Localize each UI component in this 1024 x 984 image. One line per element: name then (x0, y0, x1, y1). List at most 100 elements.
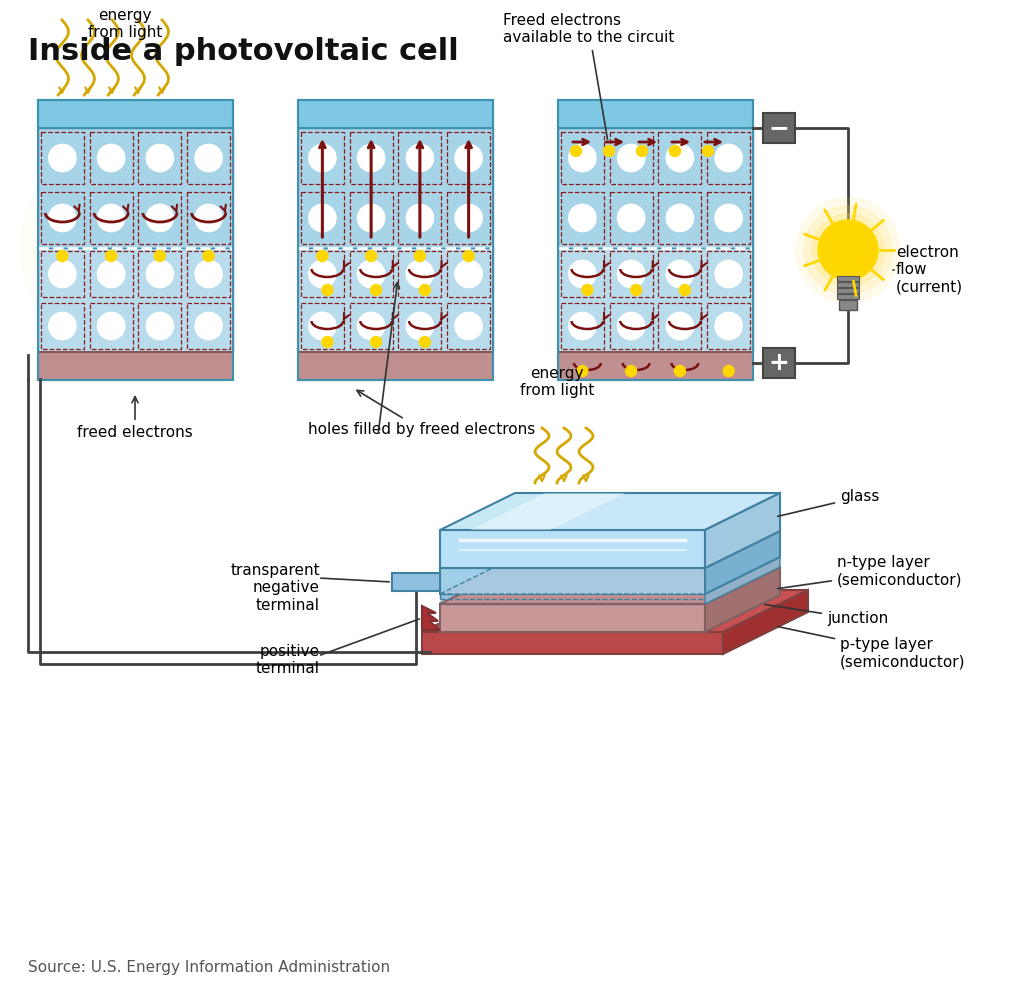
FancyBboxPatch shape (708, 132, 750, 184)
Text: energy
from light: energy from light (88, 8, 162, 40)
Bar (558, 128, 753, 248)
FancyBboxPatch shape (609, 303, 652, 349)
Text: energy
from light: energy from light (520, 366, 594, 398)
FancyBboxPatch shape (609, 132, 652, 184)
Circle shape (146, 261, 173, 287)
Polygon shape (470, 493, 625, 530)
Circle shape (796, 198, 900, 302)
Circle shape (667, 205, 693, 231)
Polygon shape (723, 590, 808, 654)
FancyBboxPatch shape (447, 192, 490, 244)
Circle shape (455, 261, 482, 287)
FancyBboxPatch shape (658, 303, 701, 349)
FancyBboxPatch shape (398, 132, 441, 184)
Text: glass: glass (777, 489, 880, 517)
FancyBboxPatch shape (561, 132, 604, 184)
Circle shape (455, 145, 482, 171)
FancyBboxPatch shape (708, 192, 750, 244)
Circle shape (715, 261, 742, 287)
Polygon shape (422, 632, 723, 654)
FancyBboxPatch shape (658, 192, 701, 244)
Polygon shape (705, 567, 780, 632)
Text: transparent
negative
terminal: transparent negative terminal (230, 563, 319, 613)
FancyBboxPatch shape (447, 303, 490, 349)
Bar (298, 128, 493, 248)
FancyBboxPatch shape (301, 132, 344, 184)
Circle shape (679, 284, 690, 295)
Bar (763, 113, 795, 143)
Circle shape (308, 145, 336, 171)
Polygon shape (440, 568, 705, 594)
FancyBboxPatch shape (447, 251, 490, 297)
Polygon shape (422, 590, 808, 632)
FancyBboxPatch shape (187, 251, 230, 297)
Bar (839, 300, 857, 310)
Polygon shape (440, 594, 705, 604)
Circle shape (420, 284, 430, 295)
Circle shape (322, 284, 333, 295)
Circle shape (146, 145, 173, 171)
FancyBboxPatch shape (708, 251, 750, 297)
Circle shape (203, 251, 214, 262)
Text: −: − (768, 116, 790, 140)
FancyBboxPatch shape (609, 251, 652, 297)
FancyBboxPatch shape (138, 132, 181, 184)
Circle shape (667, 145, 693, 171)
Text: Inside a photovoltaic cell: Inside a photovoltaic cell (28, 37, 459, 67)
Circle shape (715, 205, 742, 231)
Circle shape (308, 205, 336, 231)
Circle shape (617, 205, 645, 231)
Circle shape (617, 145, 645, 171)
Circle shape (582, 284, 593, 295)
Circle shape (49, 145, 76, 171)
Bar (558, 100, 753, 380)
Circle shape (33, 156, 217, 340)
Circle shape (675, 365, 685, 377)
Circle shape (455, 312, 482, 339)
FancyBboxPatch shape (41, 251, 84, 297)
FancyBboxPatch shape (561, 303, 604, 349)
Circle shape (568, 145, 596, 171)
Circle shape (357, 205, 385, 231)
Circle shape (407, 312, 433, 339)
FancyBboxPatch shape (708, 303, 750, 349)
Text: holes filled by freed electrons: holes filled by freed electrons (308, 391, 536, 437)
Circle shape (55, 178, 195, 318)
FancyBboxPatch shape (447, 132, 490, 184)
Circle shape (715, 145, 742, 171)
FancyBboxPatch shape (349, 192, 392, 244)
Text: p-type layer
(semiconductor): p-type layer (semiconductor) (777, 627, 966, 669)
FancyBboxPatch shape (658, 132, 701, 184)
Circle shape (667, 312, 693, 339)
Circle shape (415, 251, 425, 262)
Text: freed electrons: freed electrons (77, 397, 193, 440)
Circle shape (603, 146, 614, 156)
Bar (38, 352, 233, 380)
Polygon shape (705, 531, 780, 594)
FancyBboxPatch shape (398, 192, 441, 244)
Circle shape (702, 146, 714, 156)
FancyBboxPatch shape (301, 251, 344, 297)
Text: Freed electrons
available to the circuit: Freed electrons available to the circuit (503, 13, 675, 140)
FancyBboxPatch shape (41, 192, 84, 244)
Circle shape (463, 251, 474, 262)
Polygon shape (705, 493, 780, 568)
Bar (763, 348, 795, 378)
Bar (837, 276, 859, 281)
Bar (558, 352, 753, 380)
Bar (837, 294, 859, 299)
Polygon shape (440, 557, 780, 594)
Polygon shape (440, 567, 780, 604)
Circle shape (617, 312, 645, 339)
Circle shape (626, 365, 637, 377)
Circle shape (407, 205, 433, 231)
FancyBboxPatch shape (187, 192, 230, 244)
Circle shape (155, 251, 165, 262)
Circle shape (812, 214, 884, 286)
Circle shape (49, 312, 76, 339)
FancyBboxPatch shape (658, 251, 701, 297)
Circle shape (308, 312, 336, 339)
Circle shape (631, 284, 642, 295)
Bar (38, 248, 233, 352)
Circle shape (667, 261, 693, 287)
